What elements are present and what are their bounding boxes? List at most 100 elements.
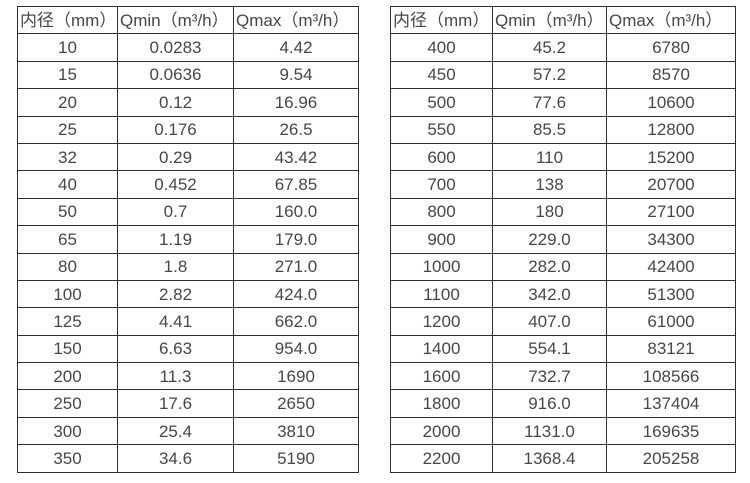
table-cell: 20700	[606, 170, 736, 199]
table-cell: 15	[17, 60, 118, 90]
table-cell: 169635	[606, 416, 736, 446]
table-row: 10 0.0283 4.42	[17, 33, 359, 62]
table-row: 1800 916.0 137404	[390, 389, 736, 418]
table-cell: 1600	[390, 362, 493, 391]
table-cell: 179.0	[233, 225, 359, 254]
table-cell: 0.29	[117, 142, 234, 172]
table-row: 1600 732.7 108566	[390, 362, 736, 391]
table-row: 800 180 27100	[390, 197, 736, 227]
table-cell: 282.0	[492, 252, 607, 281]
table-cell: 67.85	[233, 170, 359, 199]
table-cell: 400	[390, 33, 493, 62]
table-cell: 0.452	[117, 170, 234, 199]
table-row: 550 85.5 12800	[390, 115, 736, 144]
table-cell: 42400	[606, 252, 736, 281]
table-row: 700 138 20700	[390, 170, 736, 199]
table-cell: 57.2	[492, 60, 607, 90]
table-cell: 8570	[606, 60, 736, 90]
table-cell: 1690	[233, 362, 359, 391]
table-row: 250 17.6 2650	[17, 389, 359, 418]
table-cell: 0.176	[117, 115, 234, 144]
table-cell: 1131.0	[492, 416, 607, 446]
table-cell: 9.54	[233, 60, 359, 90]
table-cell: 1.8	[117, 252, 234, 281]
table-cell: 800	[390, 197, 493, 227]
table-row: 32 0.29 43.42	[17, 142, 359, 172]
table-cell: 954.0	[233, 334, 359, 364]
table-cell: 10600	[606, 88, 736, 117]
table-row: 350 34.6 5190	[17, 444, 359, 473]
table-cell: 32	[17, 142, 118, 172]
table-cell: 61000	[606, 307, 736, 336]
table-cell: 407.0	[492, 307, 607, 336]
table-row: 600 110 15200	[390, 142, 736, 172]
table-row: 200 11.3 1690	[17, 362, 359, 391]
table-cell: 26.5	[233, 115, 359, 144]
table-row: 500 77.6 10600	[390, 88, 736, 117]
table-cell: 34.6	[117, 444, 234, 473]
table-header-row: 内径（mm） Qmin（m³/h） Qmax（m³/h）	[17, 5, 359, 35]
table-cell: 2200	[390, 444, 493, 473]
column-header: 内径（mm）	[17, 5, 118, 35]
table-cell: 160.0	[233, 197, 359, 227]
table-cell: 500	[390, 88, 493, 117]
table-cell: 1000	[390, 252, 493, 281]
table-cell: 137404	[606, 389, 736, 418]
flow-spec-table-large-diameters: 内径（mm） Qmin（m³/h） Qmax（m³/h） 400 45.2 6780 45…	[390, 5, 736, 473]
table-cell: 342.0	[492, 279, 607, 309]
table-row: 150 6.63 954.0	[17, 334, 359, 364]
table-body: 400 45.2 6780 450 57.2 8570 500 77.6 10600 550 85.…	[390, 33, 736, 473]
table-cell: 4.42	[233, 33, 359, 62]
table-cell: 40	[17, 170, 118, 199]
table-cell: 916.0	[492, 389, 607, 418]
table-cell: 1400	[390, 334, 493, 364]
table-cell: 554.1	[492, 334, 607, 364]
table-cell: 12800	[606, 115, 736, 144]
table-cell: 5190	[233, 444, 359, 473]
table-cell: 100	[17, 279, 118, 309]
table-cell: 15200	[606, 142, 736, 172]
table-cell: 700	[390, 170, 493, 199]
table-row: 900 229.0 34300	[390, 225, 736, 254]
column-header: Qmax（m³/h）	[233, 5, 359, 35]
table-cell: 85.5	[492, 115, 607, 144]
table-cell: 205258	[606, 444, 736, 473]
table-cell: 125	[17, 307, 118, 336]
table-cell: 600	[390, 142, 493, 172]
table-row: 25 0.176 26.5	[17, 115, 359, 144]
table-cell: 350	[17, 444, 118, 473]
table-cell: 65	[17, 225, 118, 254]
table-cell: 1.19	[117, 225, 234, 254]
table-cell: 17.6	[117, 389, 234, 418]
column-header: 内径（mm）	[390, 5, 493, 35]
table-cell: 424.0	[233, 279, 359, 309]
table-row: 100 2.82 424.0	[17, 279, 359, 309]
table-row: 125 4.41 662.0	[17, 307, 359, 336]
table-cell: 0.0283	[117, 33, 234, 62]
table-cell: 27100	[606, 197, 736, 227]
table-cell: 6780	[606, 33, 736, 62]
table-row: 450 57.2 8570	[390, 60, 736, 90]
table-row: 40 0.452 67.85	[17, 170, 359, 199]
table-row: 2200 1368.4 205258	[390, 444, 736, 473]
table-cell: 550	[390, 115, 493, 144]
table-cell: 450	[390, 60, 493, 90]
table-cell: 80	[17, 252, 118, 281]
table-cell: 2000	[390, 416, 493, 446]
table-cell: 3810	[233, 416, 359, 446]
table-cell: 6.63	[117, 334, 234, 364]
table-cell: 229.0	[492, 225, 607, 254]
table-row: 1100 342.0 51300	[390, 279, 736, 309]
table-cell: 1368.4	[492, 444, 607, 473]
table-row: 65 1.19 179.0	[17, 225, 359, 254]
table-row: 300 25.4 3810	[17, 416, 359, 446]
table-cell: 20	[17, 88, 118, 117]
flow-spec-table-small-diameters: 内径（mm） Qmin（m³/h） Qmax（m³/h） 10 0.0283 4.42 1…	[17, 5, 359, 473]
column-header: Qmin（m³/h）	[117, 5, 234, 35]
table-cell: 0.7	[117, 197, 234, 227]
table-cell: 300	[17, 416, 118, 446]
table-cell: 25.4	[117, 416, 234, 446]
table-cell: 0.0636	[117, 60, 234, 90]
table-cell: 77.6	[492, 88, 607, 117]
